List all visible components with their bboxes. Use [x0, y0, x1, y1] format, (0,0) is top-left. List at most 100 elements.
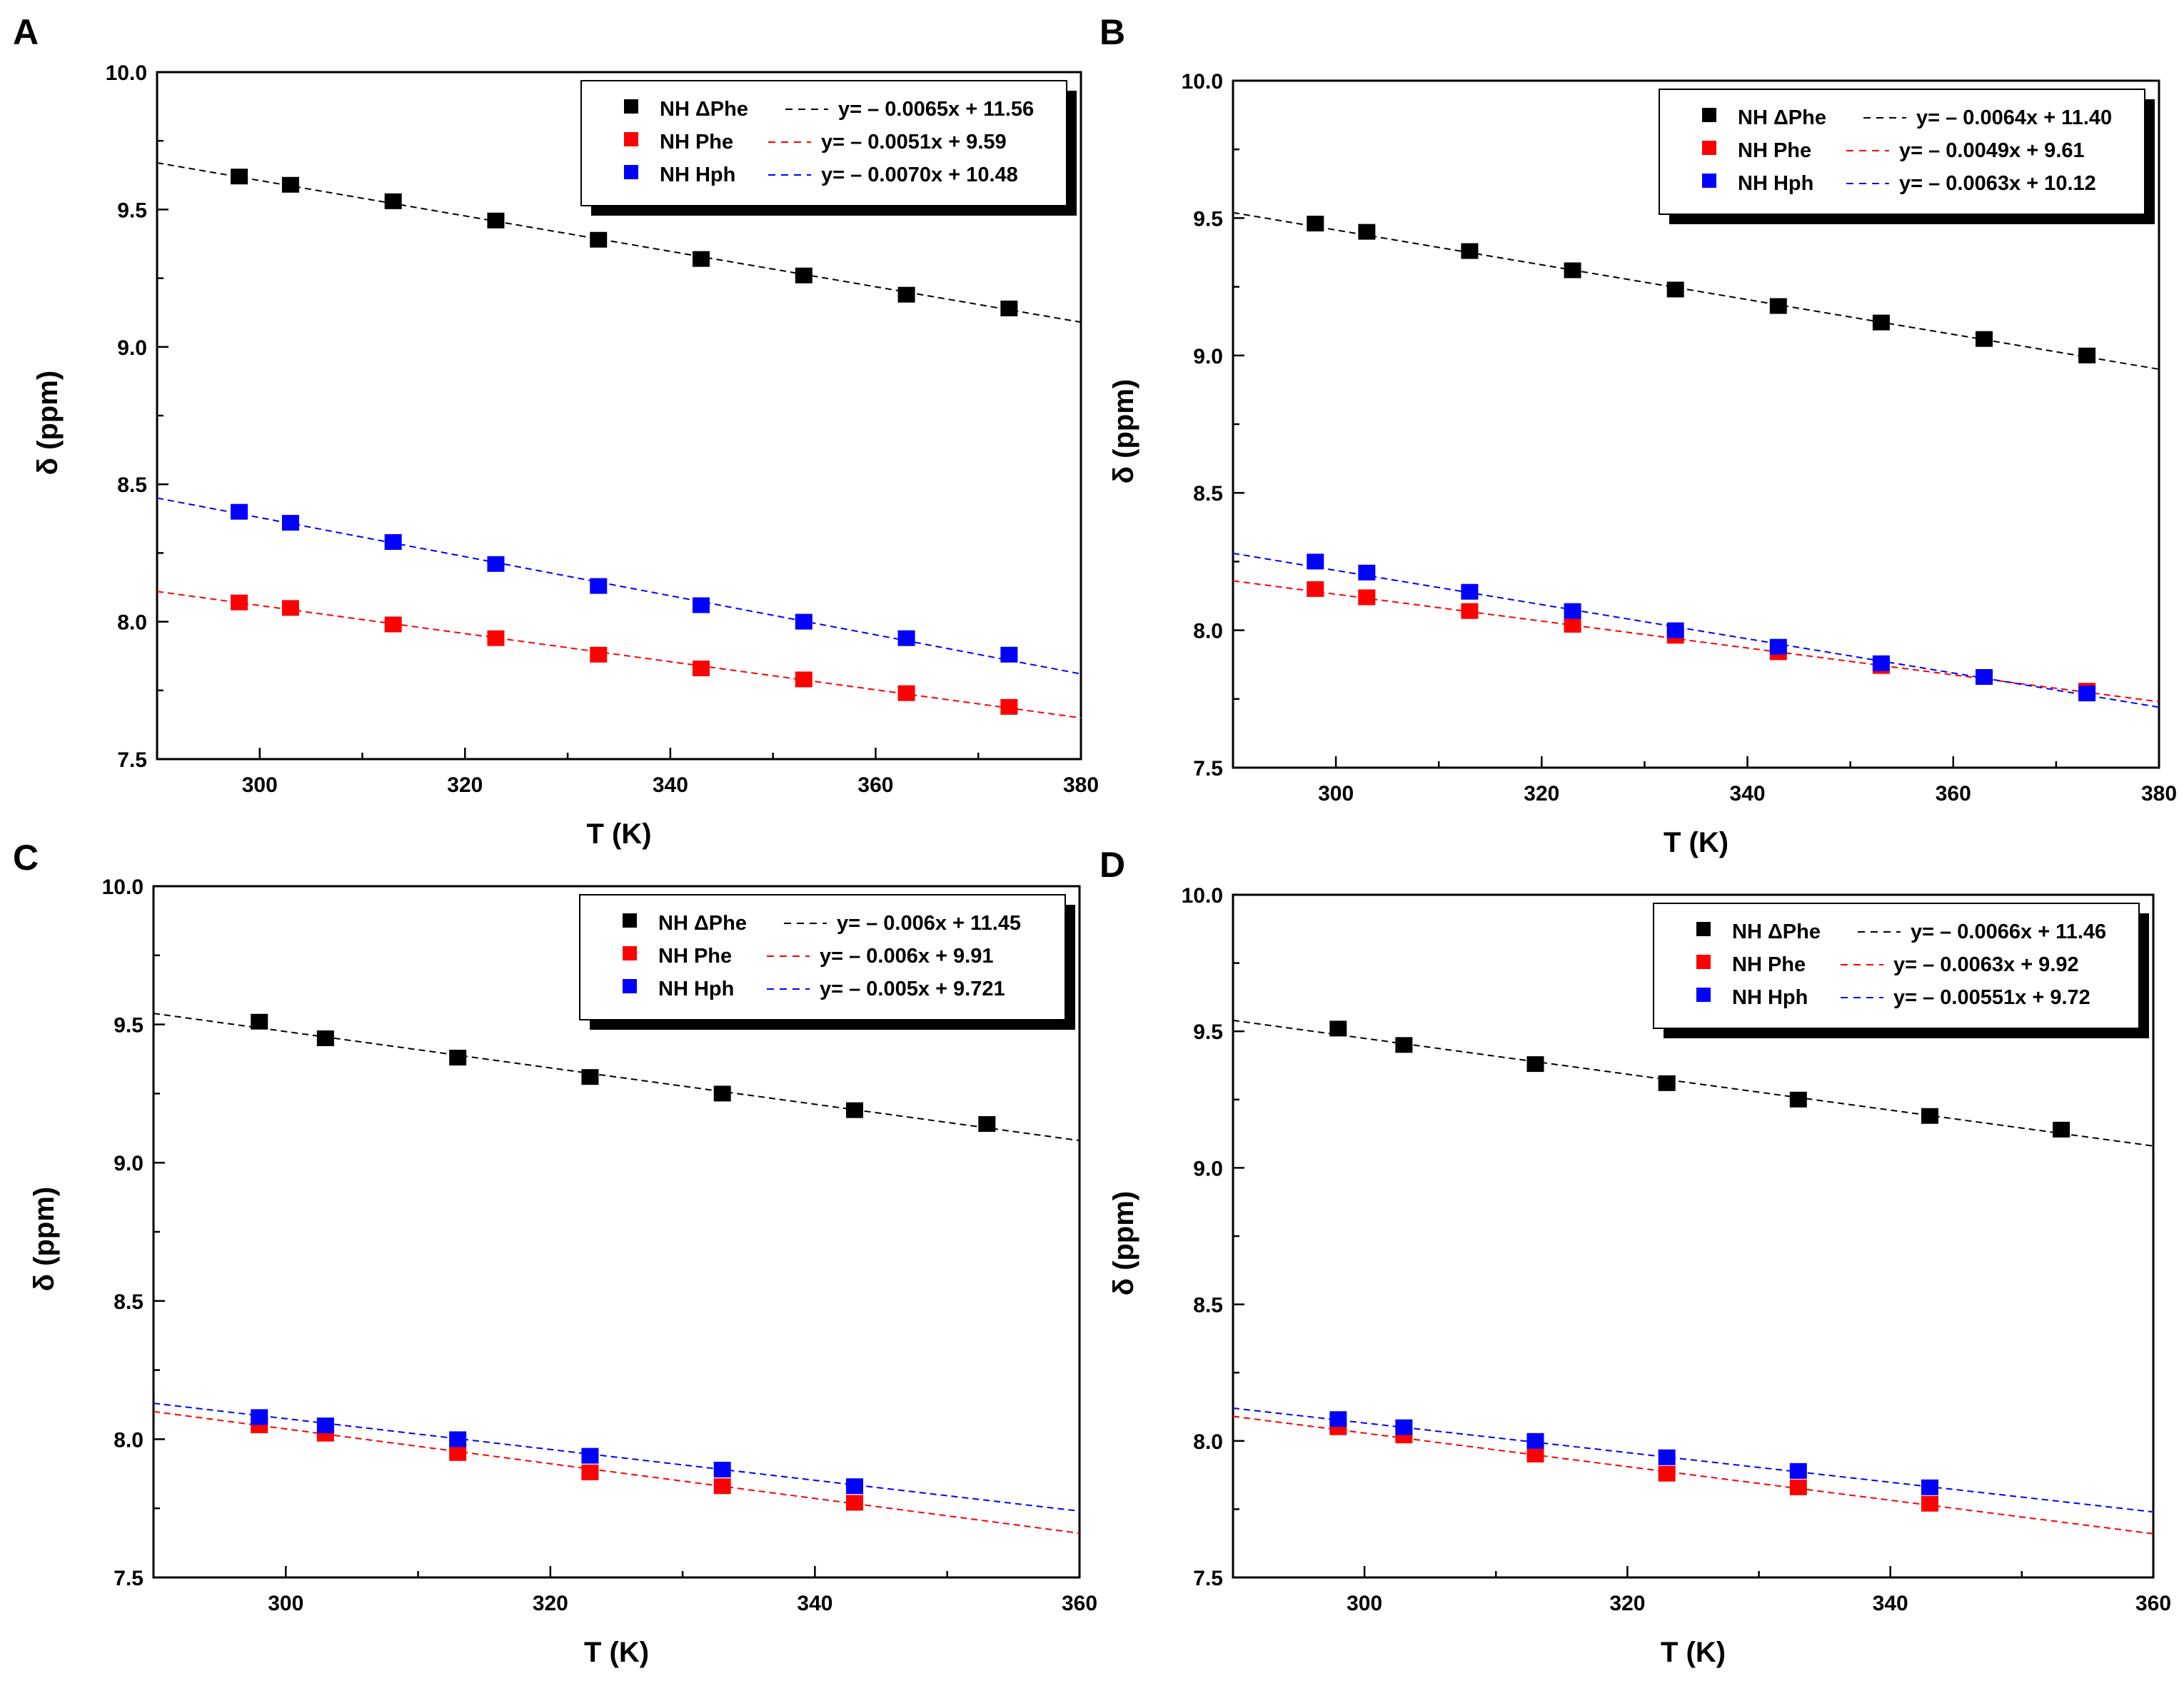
series-1: [156, 591, 1082, 719]
legend: NH ΔPhe y= – 0.0065x + 11.56 NH Phe y= – 0.…: [580, 80, 1077, 216]
data-point: [713, 1085, 731, 1102]
data-point: [1358, 224, 1376, 240]
y-tick-label: 7.5: [117, 748, 147, 772]
y-tick-label: 8.5: [117, 473, 147, 497]
x-tick-label: 320: [1524, 782, 1559, 806]
data-point: [281, 600, 299, 616]
data-point: [581, 1447, 599, 1464]
data-point: [1976, 669, 1993, 686]
data-point: [2053, 1121, 2070, 1138]
data-point: [1921, 1495, 1938, 1512]
data-point: [795, 267, 812, 283]
y-tick-label: 8.0: [114, 1428, 144, 1452]
legend-marker: [624, 165, 638, 179]
legend-equation: y= – 0.0064x + 11.40: [1916, 106, 2112, 129]
data-point: [1789, 1479, 1807, 1495]
data-point: [281, 176, 299, 193]
series-1: [1232, 1415, 2154, 1535]
data-point: [795, 671, 812, 688]
y-axis-label: δ (ppm): [29, 1187, 60, 1291]
data-point: [449, 1445, 467, 1461]
y-tick-label: 8.5: [114, 1290, 144, 1314]
data-point: [1658, 1465, 1676, 1482]
series-0: [156, 161, 1082, 323]
legend-equation: y= – 0.0063x + 10.12: [1899, 172, 2096, 195]
data-point: [487, 212, 505, 229]
data-point: [384, 534, 402, 551]
data-point: [897, 286, 915, 303]
data-point: [1395, 1419, 1413, 1435]
data-point: [1872, 655, 1890, 671]
y-tick-label: 8.0: [1193, 1430, 1223, 1454]
legend-equation: y= – 0.0051x + 9.59: [821, 131, 1007, 154]
y-tick-label: 10.0: [102, 875, 144, 899]
data-point: [1307, 216, 1324, 232]
x-tick-label: 300: [242, 773, 278, 797]
x-tick-label: 360: [2135, 1592, 2171, 1615]
data-point: [581, 1464, 599, 1480]
x-axis-label: T (K): [1664, 827, 1728, 858]
data-point: [231, 169, 248, 185]
panel-label: D: [1099, 845, 1125, 885]
data-point: [1564, 603, 1581, 619]
y-tick-label: 9.5: [117, 199, 147, 222]
legend-equation: y= – 0.0063x + 9.92: [1893, 953, 2079, 976]
legend-name: NH Phe: [660, 131, 733, 154]
y-tick-label: 9.5: [1193, 1020, 1223, 1044]
data-point: [1658, 1075, 1676, 1091]
legend-box: [1659, 89, 2145, 215]
x-tick-label: 340: [1730, 782, 1766, 806]
panel-a: A 300 320 340 360 380 7.5 8.0 8.5 9.0 9.5 10.0 T (K)…: [13, 12, 1099, 850]
y-tick-label: 9.0: [117, 336, 147, 360]
legend-name: NH Hph: [1738, 172, 1813, 195]
data-point: [1358, 589, 1376, 606]
data-point: [846, 1495, 864, 1511]
legend-name: NH Phe: [658, 945, 732, 968]
data-point: [251, 1013, 268, 1030]
panel-b: B 300 320 340 360 380 7.5 8.0 8.5 9.0 9.5 10.0 T (K)…: [1099, 12, 2177, 858]
data-point: [693, 597, 710, 613]
x-tick-label: 360: [1062, 1592, 1097, 1615]
y-tick-label: 10.0: [1182, 70, 1223, 94]
legend-box: [1653, 903, 2140, 1029]
x-tick-label: 340: [653, 773, 688, 797]
data-point: [1000, 646, 1018, 663]
fit-line: [153, 1410, 1080, 1535]
x-tick-label: 380: [1063, 773, 1099, 797]
fit-line: [156, 591, 1082, 719]
data-point: [897, 630, 915, 646]
series-1: [153, 1410, 1080, 1535]
panel-label: A: [13, 12, 39, 52]
fit-line: [1232, 552, 2160, 708]
legend-name: NH Hph: [660, 164, 735, 186]
data-point: [1666, 281, 1684, 298]
panel-c: C 300 320 340 360 7.5 8.0 8.5 9.0 9.5 10.0 T (K) δ (…: [13, 838, 1097, 1668]
data-point: [1789, 1091, 1807, 1108]
series-2: [153, 1403, 1080, 1512]
legend-name: NH Hph: [1732, 986, 1808, 1009]
panel-d: D 300 320 340 360 7.5 8.0 8.5 9.0 9.5 10.0 T (K) δ (…: [1099, 845, 2171, 1668]
data-point: [1921, 1108, 1938, 1124]
x-tick-label: 300: [1347, 1592, 1382, 1615]
legend-marker: [1702, 174, 1716, 188]
data-point: [978, 1115, 996, 1132]
legend-equation: y= – 0.0066x + 11.46: [1911, 920, 2106, 943]
y-tick-label: 7.5: [1193, 1567, 1223, 1590]
legend-marker: [624, 132, 638, 146]
data-point: [1526, 1446, 1544, 1462]
y-tick-label: 10.0: [106, 61, 147, 85]
panel-label: C: [13, 838, 39, 878]
y-axis-label: δ (ppm): [1108, 1191, 1139, 1295]
y-axis-label: δ (ppm): [32, 371, 64, 475]
data-point: [1526, 1432, 1544, 1449]
data-point: [1526, 1056, 1544, 1073]
y-tick-label: 7.5: [114, 1567, 144, 1590]
legend: NH ΔPhe y= – 0.006x + 11.45 NH Phe y= – 0.0…: [579, 894, 1075, 1030]
data-point: [1395, 1037, 1413, 1053]
x-tick-label: 320: [1609, 1592, 1645, 1615]
panel-label: B: [1099, 12, 1125, 52]
legend-marker: [1702, 141, 1716, 155]
x-tick-label: 300: [1318, 782, 1354, 806]
fit-line: [153, 1403, 1080, 1512]
